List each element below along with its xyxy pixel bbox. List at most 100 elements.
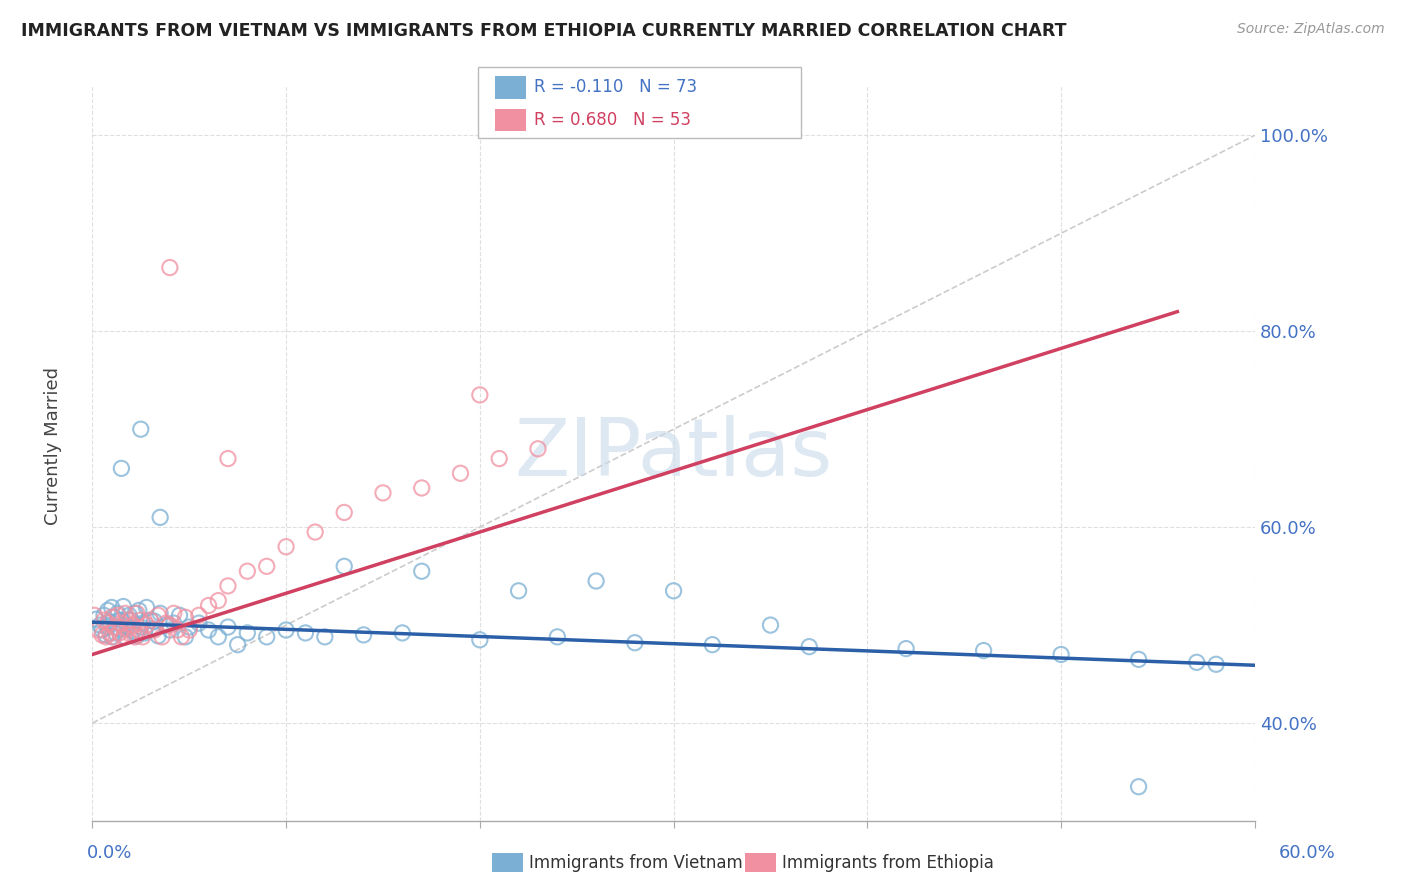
Point xyxy=(163,607,186,621)
Point xyxy=(124,607,146,621)
Text: 0.0%: 0.0% xyxy=(87,844,132,862)
Point xyxy=(108,622,131,636)
Point xyxy=(585,574,607,588)
Text: ZIPatlas: ZIPatlas xyxy=(515,415,832,492)
Point xyxy=(115,620,138,634)
Point xyxy=(100,600,122,615)
Point xyxy=(84,612,107,626)
Point xyxy=(179,620,201,634)
Text: Immigrants from Ethiopia: Immigrants from Ethiopia xyxy=(782,855,994,872)
Point xyxy=(155,618,177,632)
Point xyxy=(149,607,172,621)
Point xyxy=(799,640,821,654)
Point xyxy=(314,630,336,644)
Point xyxy=(274,540,297,554)
Point xyxy=(468,632,491,647)
Point xyxy=(1128,652,1150,666)
Point xyxy=(702,638,724,652)
Point xyxy=(93,608,115,623)
Point xyxy=(91,623,114,637)
Point xyxy=(110,613,132,627)
Point xyxy=(217,620,239,634)
Point xyxy=(170,630,193,644)
Point xyxy=(143,623,166,637)
Point xyxy=(488,451,510,466)
Point xyxy=(125,607,148,621)
Point xyxy=(333,505,356,519)
Point xyxy=(256,559,278,574)
Point xyxy=(110,461,132,475)
Point xyxy=(97,616,120,631)
Point xyxy=(546,630,568,644)
Point xyxy=(97,620,120,634)
Point xyxy=(135,600,157,615)
Text: Immigrants from Vietnam: Immigrants from Vietnam xyxy=(529,855,742,872)
Point xyxy=(207,593,229,607)
Point xyxy=(98,626,121,640)
Point xyxy=(159,260,181,275)
Point xyxy=(450,467,472,481)
Point xyxy=(236,626,259,640)
Point xyxy=(89,618,111,632)
Point xyxy=(100,630,122,644)
Point xyxy=(197,599,219,613)
Point xyxy=(274,623,297,637)
Point xyxy=(114,607,136,621)
Text: R = -0.110   N = 73: R = -0.110 N = 73 xyxy=(534,78,697,96)
Point xyxy=(973,643,995,657)
Point xyxy=(207,630,229,644)
Text: 60.0%: 60.0% xyxy=(1279,844,1336,862)
Point xyxy=(166,623,188,637)
Point xyxy=(294,626,316,640)
Point xyxy=(759,618,782,632)
Point xyxy=(129,620,152,634)
Point xyxy=(197,623,219,637)
Text: R = 0.680   N = 53: R = 0.680 N = 53 xyxy=(534,111,692,128)
Point xyxy=(371,486,394,500)
Point xyxy=(333,559,356,574)
Point xyxy=(98,615,121,629)
Point xyxy=(527,442,550,456)
Point xyxy=(217,451,239,466)
Text: IMMIGRANTS FROM VIETNAM VS IMMIGRANTS FROM ETHIOPIA CURRENTLY MARRIED CORRELATIO: IMMIGRANTS FROM VIETNAM VS IMMIGRANTS FR… xyxy=(21,22,1067,40)
Point xyxy=(83,608,105,623)
Point xyxy=(169,608,191,623)
Point xyxy=(468,388,491,402)
Point xyxy=(141,622,163,636)
Point xyxy=(104,626,127,640)
Point xyxy=(122,624,145,638)
Point xyxy=(411,564,433,578)
Point xyxy=(163,616,186,631)
Point xyxy=(256,630,278,644)
Point xyxy=(129,613,152,627)
Point xyxy=(149,510,172,524)
Point xyxy=(131,616,153,631)
Point xyxy=(624,636,647,650)
Point xyxy=(411,481,433,495)
Point xyxy=(94,630,117,644)
Point xyxy=(125,629,148,643)
Point xyxy=(139,613,162,627)
Point xyxy=(108,626,131,640)
Point xyxy=(110,616,132,631)
Point xyxy=(159,618,181,632)
Point xyxy=(508,583,530,598)
Point xyxy=(179,623,201,637)
Point xyxy=(155,616,177,631)
Point xyxy=(139,613,162,627)
Point xyxy=(148,608,170,623)
Point xyxy=(1205,657,1227,672)
Point xyxy=(1185,656,1208,670)
Point xyxy=(120,628,142,642)
Point xyxy=(112,618,135,632)
Point xyxy=(894,641,917,656)
Point xyxy=(97,603,120,617)
Text: Source: ZipAtlas.com: Source: ZipAtlas.com xyxy=(1237,22,1385,37)
Point xyxy=(118,613,141,627)
Point xyxy=(148,629,170,643)
Point xyxy=(112,599,135,614)
Point xyxy=(391,626,413,640)
Point xyxy=(107,607,129,621)
Point xyxy=(124,630,146,644)
Point xyxy=(187,608,209,623)
